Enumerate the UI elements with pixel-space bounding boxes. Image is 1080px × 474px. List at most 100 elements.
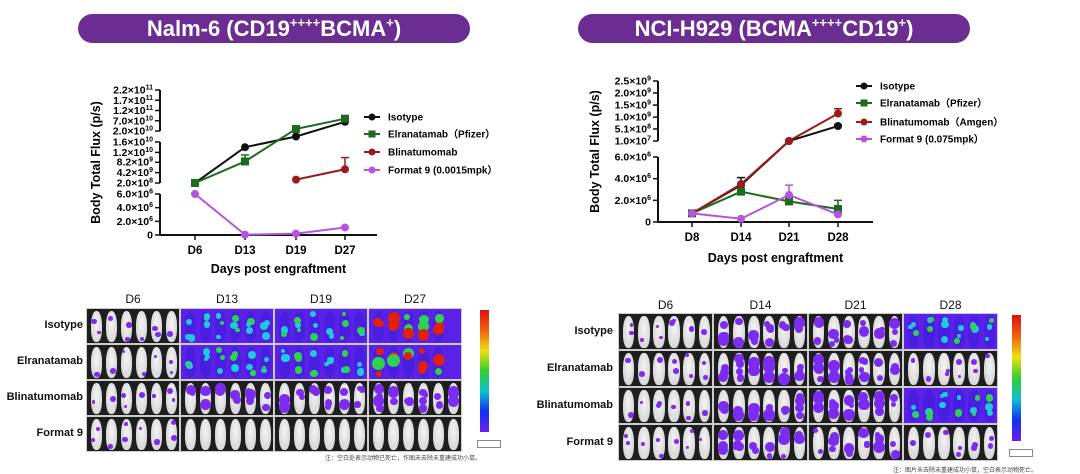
mouse	[873, 316, 885, 348]
signal-blob	[263, 356, 270, 363]
scale-stamp-icon	[477, 440, 501, 448]
signal-blob	[220, 321, 225, 326]
signal-blob	[166, 387, 173, 394]
signal-blob	[718, 444, 729, 456]
signal-blob	[627, 411, 634, 418]
mouse	[229, 347, 242, 378]
signal-blob	[849, 402, 855, 409]
mouse	[922, 390, 935, 422]
bli-image-cell	[180, 308, 274, 344]
signal-blob	[310, 311, 317, 318]
mouse	[717, 316, 730, 348]
color-scale-bar	[480, 310, 489, 432]
mouse	[105, 419, 118, 450]
y-tick-label: 2.0×108	[117, 178, 153, 190]
y-tick-exp: 10	[145, 126, 153, 133]
y-tick-label: 2.0×106	[117, 216, 153, 228]
signal-blob	[671, 404, 676, 409]
signal-blob	[447, 395, 460, 407]
mouse	[244, 347, 257, 378]
y-tick-exp: 10	[145, 137, 153, 144]
signal-blob	[417, 360, 429, 372]
signal-blob	[752, 446, 760, 454]
signal-blob	[356, 326, 365, 335]
signal-blob	[125, 337, 130, 342]
signal-blob	[388, 388, 396, 396]
signal-blob	[296, 388, 304, 397]
signal-blob	[817, 449, 823, 455]
y-tick-label: 6.0×106	[615, 152, 651, 164]
mouse	[105, 383, 118, 414]
mouse	[417, 419, 430, 450]
y-tick-label: 0	[645, 217, 651, 229]
mouse	[938, 390, 950, 422]
bli-image-cell	[86, 344, 180, 380]
signal-blob	[387, 354, 401, 368]
signal-blob	[734, 317, 743, 326]
signal-blob	[309, 385, 318, 394]
signal-blob	[719, 320, 728, 330]
mouse	[184, 419, 197, 450]
legend-label: Blinatumomab	[388, 148, 457, 159]
signal-blob	[858, 367, 865, 373]
signal-blob	[342, 350, 349, 357]
mouse	[778, 353, 791, 385]
signal-blob	[280, 349, 286, 354]
signal-blob	[925, 376, 932, 383]
mouse	[165, 311, 178, 342]
data-point	[292, 175, 300, 184]
signal-blob	[736, 374, 745, 382]
mouse	[683, 316, 695, 348]
signal-blob	[778, 372, 791, 385]
signal-blob	[203, 312, 211, 320]
mouse	[668, 316, 680, 348]
signal-blob	[763, 370, 775, 383]
signal-blob	[264, 392, 271, 399]
bli-image-cell	[808, 424, 903, 461]
signal-blob	[795, 404, 804, 413]
mouse	[259, 311, 272, 342]
group-label: Isotype	[44, 319, 83, 331]
mouse	[888, 427, 901, 459]
bli-image-cell	[368, 416, 462, 452]
signal-blob	[912, 329, 919, 336]
chart-0: 0 2.0×106 4.0×1066.0×1062.0×1084.2×1098.2×…	[89, 85, 498, 277]
signal-blob	[216, 367, 224, 375]
signal-blob	[435, 401, 444, 409]
signal-blob	[626, 441, 631, 445]
y-tick-label: 2.5×109	[615, 76, 651, 88]
series-line-1	[194, 117, 346, 184]
signal-blob	[986, 323, 993, 330]
signal-blob	[375, 370, 383, 378]
x-tick-label: D19	[285, 245, 306, 257]
mouse	[135, 419, 148, 450]
signal-blob	[232, 396, 241, 405]
signal-blob	[216, 347, 223, 354]
mouse	[732, 427, 745, 459]
signal-blob	[686, 446, 690, 450]
y-axis-label: Body Total Flux (p/s)	[89, 101, 103, 224]
signal-blob	[655, 437, 661, 442]
signal-blob	[95, 426, 100, 431]
mouse	[244, 311, 257, 342]
signal-blob	[685, 401, 691, 406]
mouse	[402, 347, 415, 378]
signal-blob	[325, 327, 333, 336]
mouse	[637, 353, 650, 385]
mouse	[922, 427, 935, 459]
title-text: Nalm-6 (CD19	[146, 16, 290, 41]
signal-blob	[876, 400, 884, 408]
mouse	[372, 347, 385, 378]
signal-blob	[432, 323, 445, 336]
mouse	[732, 316, 745, 348]
legend-label: Format 9 (0.075mpk）	[880, 133, 984, 146]
mouse	[432, 383, 445, 414]
signal-blob	[969, 323, 977, 330]
signal-blob	[97, 330, 101, 335]
mouse	[417, 347, 430, 378]
data-point	[292, 229, 300, 238]
mouse	[244, 383, 257, 414]
signal-blob	[672, 318, 676, 323]
signal-blob	[733, 409, 745, 421]
signal-blob	[231, 364, 240, 372]
